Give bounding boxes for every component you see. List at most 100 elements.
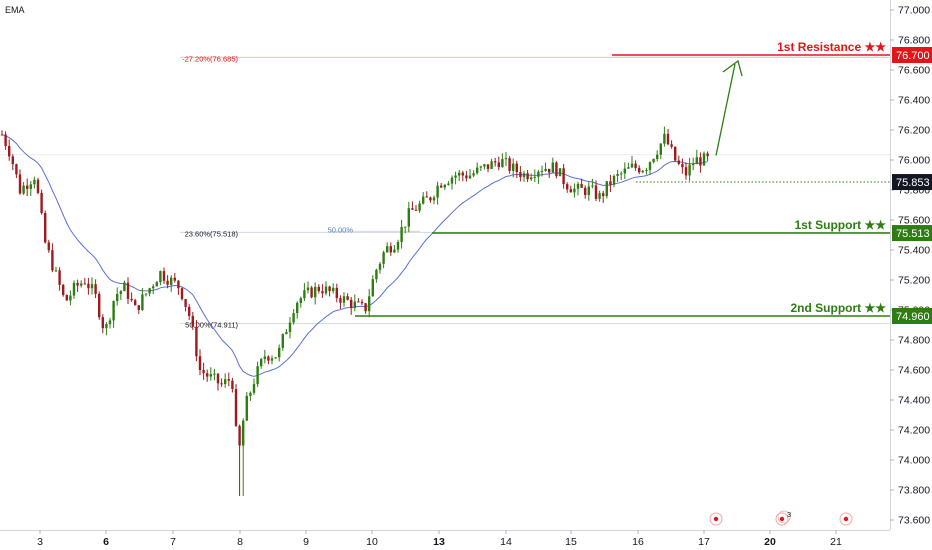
candle	[245, 392, 248, 421]
candle	[342, 292, 346, 307]
candle-body	[80, 283, 83, 286]
candle-body	[350, 299, 353, 308]
level-support-2[interactable]: 2nd Support ★★	[355, 301, 890, 317]
candle	[422, 192, 425, 205]
event-marker[interactable]: 3	[775, 510, 791, 526]
candle	[148, 287, 151, 297]
candle-body	[54, 270, 58, 272]
candle	[616, 169, 619, 183]
candle	[314, 282, 317, 305]
candle	[296, 301, 299, 319]
x-tick: 7	[170, 530, 176, 548]
candle	[566, 182, 569, 193]
candle-body	[227, 379, 230, 381]
x-axis[interactable]: 3 6 7 8 9 10 13 14 15 16 17 20 21	[37, 530, 842, 548]
candle	[173, 272, 176, 283]
candle-body	[594, 185, 598, 199]
support-resistance-levels[interactable]: 1st Resistance ★★ 1st Support ★★ 2nd Suppo…	[355, 40, 890, 317]
candle	[378, 262, 382, 274]
level-support-1[interactable]: 1st Support ★★	[432, 218, 890, 234]
candle	[537, 169, 540, 184]
candle	[519, 166, 522, 182]
candle	[591, 178, 594, 189]
candle	[656, 150, 659, 162]
candle-body	[458, 172, 461, 176]
candle	[4, 131, 7, 150]
y-tick-label: 74.000	[898, 455, 930, 467]
candle-body	[530, 177, 533, 180]
candle	[170, 275, 173, 292]
candle	[634, 160, 637, 171]
candle-body	[630, 163, 634, 168]
candle-body	[612, 175, 616, 185]
candle	[134, 298, 137, 306]
candle	[15, 163, 18, 179]
level-label: 2nd Support ★★	[790, 301, 886, 315]
candle	[195, 319, 198, 362]
candle	[393, 245, 396, 254]
candle-body	[62, 284, 65, 296]
event-marker[interactable]	[839, 512, 853, 526]
candle	[83, 277, 86, 285]
candle	[515, 160, 518, 178]
candle	[490, 158, 493, 170]
level-resistance-1[interactable]: 1st Resistance ★★	[612, 40, 890, 56]
x-tick: 16	[632, 530, 644, 548]
x-tick: 15	[565, 530, 577, 548]
candle-body	[346, 296, 349, 300]
x-tick-label: 15	[565, 536, 577, 548]
candle-body	[375, 269, 378, 280]
event-marker[interactable]	[709, 512, 723, 526]
x-tick: 8	[237, 530, 243, 548]
candle	[80, 280, 83, 288]
candle	[216, 373, 220, 391]
x-tick-label: 8	[237, 536, 243, 548]
event-markers[interactable]: 3	[709, 510, 853, 526]
candle-body	[159, 271, 162, 283]
candle-body	[677, 160, 680, 164]
candle-body	[447, 183, 450, 185]
candle-body	[321, 291, 324, 294]
y-tick-label: 74.400	[898, 395, 930, 407]
candle	[494, 157, 497, 167]
candle	[472, 170, 475, 178]
y-tick-label: 73.600	[898, 515, 930, 527]
candle-body	[191, 315, 194, 327]
candle	[51, 243, 54, 273]
candle-body	[634, 163, 637, 168]
y-tick-label: 76.200	[898, 125, 930, 137]
candle-body	[580, 183, 583, 188]
candle	[54, 266, 58, 273]
candle	[353, 294, 356, 312]
candle	[382, 250, 385, 269]
candle	[429, 196, 432, 203]
y-tick: 74.400	[890, 395, 930, 407]
candle-body	[339, 298, 342, 303]
candle-body	[116, 293, 119, 302]
candle	[411, 201, 414, 210]
candle	[119, 290, 122, 300]
candle	[303, 283, 306, 302]
candle	[306, 281, 310, 294]
candle	[425, 191, 428, 198]
y-axis[interactable]: 77.000 76.800 76.600 76.400 76.200 76.000 75.8…	[890, 5, 930, 527]
candle-body	[155, 282, 158, 287]
candle-body	[342, 296, 346, 303]
candle-body	[252, 384, 256, 393]
support-2-badge: 74.960	[892, 308, 932, 324]
candle	[62, 283, 65, 297]
y-tick: 76.000	[890, 155, 930, 167]
candlesticks[interactable]	[0, 126, 709, 496]
candle-body	[281, 334, 284, 348]
candle	[166, 275, 169, 289]
candle-body	[15, 164, 18, 175]
candle	[400, 219, 403, 249]
candle-body	[591, 185, 594, 187]
candle	[479, 165, 482, 172]
candle-body	[87, 283, 90, 289]
fib-level: 50.00%(74.911)	[180, 320, 890, 329]
fib-level: -27.20%(76.685)	[180, 54, 890, 63]
candle-body	[400, 226, 403, 243]
candle-body	[450, 177, 454, 184]
